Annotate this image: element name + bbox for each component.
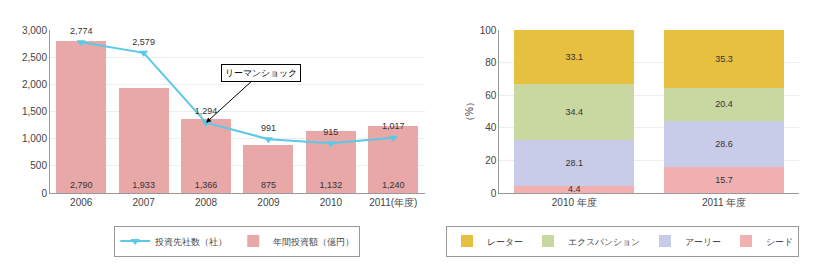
svg-text:年間投資額（億円）: 年間投資額（億円）	[273, 237, 354, 247]
svg-text:33.1: 33.1	[566, 52, 584, 62]
svg-text:2,500: 2,500	[22, 52, 47, 63]
svg-text:915: 915	[323, 127, 338, 137]
svg-text:2011 年度: 2011 年度	[702, 197, 746, 208]
svg-text:4.4: 4.4	[568, 184, 581, 194]
svg-text:0: 0	[491, 188, 497, 199]
svg-text:20: 20	[485, 155, 497, 166]
svg-text:0: 0	[41, 188, 47, 199]
svg-text:3,000: 3,000	[22, 25, 47, 36]
svg-text:2,790: 2,790	[70, 180, 93, 190]
svg-text:エクスパンション: エクスパンション	[568, 237, 640, 247]
svg-text:レーター: レーター	[487, 237, 523, 247]
svg-text:2,000: 2,000	[22, 79, 47, 90]
svg-text:60: 60	[485, 90, 497, 101]
svg-text:2007: 2007	[133, 197, 156, 208]
svg-text:リーマンショック: リーマンショック	[225, 68, 297, 78]
svg-text:シード: シード	[766, 237, 793, 247]
svg-text:2011(年度): 2011(年度)	[369, 197, 417, 208]
svg-text:投資先社数（社）: 投資先社数（社）	[154, 237, 227, 247]
svg-text:991: 991	[261, 123, 276, 133]
svg-text:2,774: 2,774	[70, 26, 93, 36]
svg-text:80: 80	[485, 57, 497, 68]
svg-text:34.4: 34.4	[566, 107, 584, 117]
svg-text:2006: 2006	[70, 197, 93, 208]
svg-text:2010: 2010	[320, 197, 343, 208]
svg-text:2008: 2008	[195, 197, 218, 208]
svg-text:（%）: （%）	[464, 97, 475, 126]
svg-text:1,132: 1,132	[320, 180, 343, 190]
svg-text:アーリー: アーリー	[685, 237, 721, 247]
svg-text:15.7: 15.7	[715, 175, 733, 185]
svg-text:1,017: 1,017	[382, 121, 405, 131]
svg-text:1,294: 1,294	[195, 106, 218, 116]
svg-text:28.6: 28.6	[715, 139, 733, 149]
svg-text:20.4: 20.4	[715, 99, 733, 109]
svg-text:1,000: 1,000	[22, 133, 47, 144]
svg-text:2,579: 2,579	[132, 37, 155, 47]
svg-text:1,240: 1,240	[382, 180, 405, 190]
svg-text:1,366: 1,366	[195, 180, 218, 190]
svg-text:1,933: 1,933	[132, 180, 155, 190]
svg-text:28.1: 28.1	[566, 158, 584, 168]
svg-text:100: 100	[480, 25, 497, 36]
svg-text:500: 500	[30, 160, 47, 171]
svg-text:2010 年度: 2010 年度	[552, 197, 597, 208]
svg-text:35.3: 35.3	[715, 54, 733, 64]
svg-text:40: 40	[485, 122, 497, 133]
svg-text:1,500: 1,500	[22, 106, 47, 117]
svg-text:2009: 2009	[257, 197, 280, 208]
svg-text:875: 875	[261, 180, 276, 190]
